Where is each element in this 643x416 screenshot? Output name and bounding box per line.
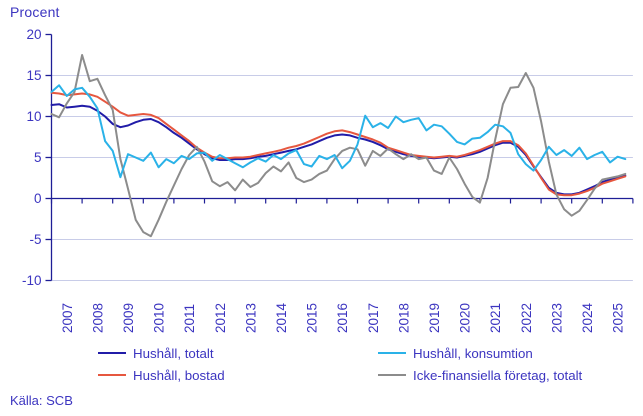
y-tick-label-15: 15 (26, 68, 41, 83)
hushall-konsumtion-line-icon (378, 351, 406, 355)
y-tick-label-0: 0 (34, 191, 42, 206)
hushall-totalt-line-icon (98, 351, 126, 355)
icke-finansiella-foretag-line-icon (378, 373, 406, 377)
hushall-bostad-line-icon (98, 373, 126, 377)
x-tick-label-2012: 2012 (213, 303, 228, 333)
legend-item-hushall-totalt: Hushåll, totalt (98, 345, 214, 361)
x-tick-label-2007: 2007 (60, 303, 75, 333)
legend-item-icke-finansiella-foretag: Icke-finansiella företag, totalt (378, 367, 582, 383)
x-tick-label-2018: 2018 (396, 303, 411, 333)
legend-label-hushall-bostad: Hushåll, bostad (133, 367, 225, 383)
x-tick-label-2025: 2025 (611, 303, 626, 333)
series-line-hushall-totalt (50, 103, 627, 196)
chart-title: Procent (10, 4, 60, 20)
series-line-icke-finansiella-foretag-totalt (50, 54, 627, 238)
x-tick-label-2011: 2011 (182, 304, 197, 333)
x-tick-label-2022: 2022 (519, 303, 534, 333)
x-tick-label-2019: 2019 (427, 303, 442, 333)
x-tick-label-2010: 2010 (152, 303, 167, 333)
legend-label-icke-finansiella-foretag: Icke-finansiella företag, totalt (413, 367, 583, 383)
x-tick-label-2014: 2014 (274, 302, 289, 333)
legend-item-hushall-konsumtion: Hushåll, konsumtion (378, 345, 533, 361)
legend-item-hushall-bostad: Hushåll, bostad (98, 367, 225, 383)
series-line-hushall-konsumtion (50, 84, 627, 179)
x-tick-label-2017: 2017 (366, 303, 381, 333)
x-tick-label-2016: 2016 (335, 303, 350, 333)
y-tick-label--10: -10 (22, 273, 42, 288)
x-tick-label-2023: 2023 (549, 303, 564, 333)
y-tick-label-10: 10 (26, 109, 41, 124)
y-tick-label-20: 20 (26, 27, 41, 42)
series-line-hushall-bostad (50, 91, 627, 197)
x-tick-label-2021: 2021 (488, 303, 503, 333)
y-tick-label-5: 5 (34, 150, 42, 165)
legend-label-hushall-konsumtion: Hushåll, konsumtion (413, 345, 533, 361)
x-tick-label-2008: 2008 (90, 303, 105, 333)
x-tick-label-2020: 2020 (458, 303, 473, 333)
y-tick-label--5: -5 (29, 232, 41, 247)
legend-label-hushall-totalt: Hushåll, totalt (133, 345, 214, 361)
source-note: Källa: SCB (10, 393, 73, 408)
x-tick-label-2013: 2013 (243, 303, 258, 333)
x-tick-label-2024: 2024 (580, 302, 595, 333)
x-tick-label-2015: 2015 (305, 303, 320, 333)
x-tick-label-2009: 2009 (121, 303, 136, 333)
